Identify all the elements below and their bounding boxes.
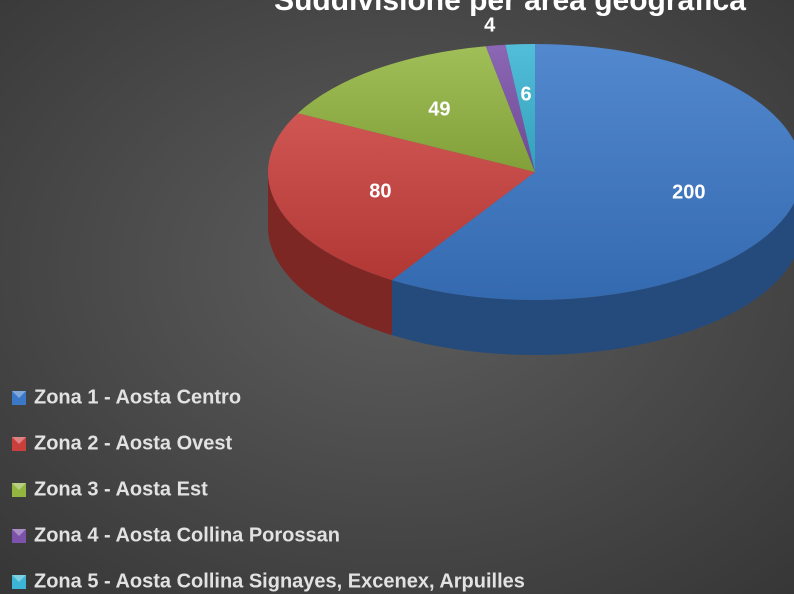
data-label: 49	[428, 99, 450, 121]
legend-label: Zona 5 - Aosta Collina Signayes, Excenex…	[34, 570, 525, 592]
legend-label: Zona 4 - Aosta Collina Porossan	[34, 524, 340, 546]
data-label: 200	[672, 182, 705, 204]
legend-swatch	[12, 437, 26, 451]
legend-swatch-shade	[12, 483, 26, 490]
legend-swatch	[12, 483, 26, 497]
data-label: 6	[521, 84, 532, 106]
slice-side	[391, 202, 794, 355]
data-label: 4	[484, 15, 496, 37]
legend-swatch	[12, 529, 26, 543]
legend-swatch-shade	[12, 575, 26, 582]
slice-shade	[268, 113, 535, 281]
legend-swatch-shade	[12, 391, 26, 398]
chart-title: Suddivisione per area geografica	[274, 0, 746, 17]
legend-label: Zona 2 - Aosta Ovest	[34, 432, 233, 454]
slice-shade	[505, 44, 535, 172]
legend-swatch-shade	[12, 529, 26, 536]
data-label: 80	[369, 180, 391, 202]
legend-swatch	[12, 575, 26, 589]
legend-swatch	[12, 391, 26, 405]
slice-shade	[297, 46, 535, 172]
legend-swatch-shade	[12, 437, 26, 444]
slice-side	[268, 172, 392, 336]
legend-label: Zona 1 - Aosta Centro	[34, 386, 241, 408]
slice-shade	[485, 44, 535, 173]
slice-shade	[391, 44, 794, 300]
legend-label: Zona 3 - Aosta Est	[34, 478, 208, 500]
